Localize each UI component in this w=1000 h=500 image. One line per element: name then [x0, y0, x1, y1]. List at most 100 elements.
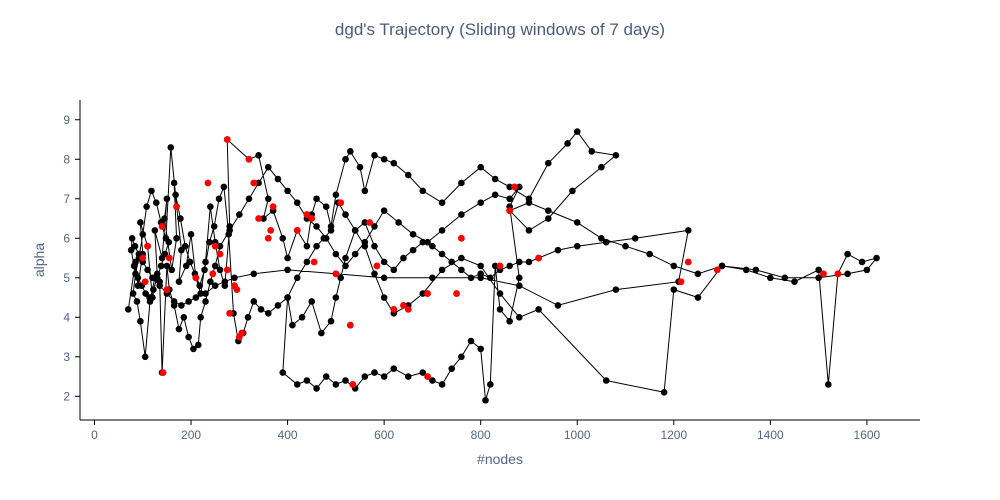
highlighted-point	[293, 226, 301, 234]
data-point	[220, 183, 228, 191]
data-point	[525, 258, 533, 266]
data-point	[491, 175, 499, 183]
data-point	[409, 231, 417, 238]
data-point	[231, 274, 238, 282]
data-point	[274, 175, 282, 183]
data-point	[824, 381, 832, 388]
highlighted-point	[245, 155, 253, 163]
data-point	[342, 254, 349, 262]
data-point	[293, 274, 301, 282]
data-point	[163, 195, 171, 203]
data-point	[148, 187, 155, 195]
data-point	[332, 250, 340, 258]
data-point	[419, 238, 427, 246]
highlighted-point	[308, 215, 316, 222]
data-point	[419, 187, 427, 195]
data-point	[516, 183, 523, 191]
highlighted-point	[424, 373, 431, 380]
data-point	[134, 274, 142, 282]
data-point	[168, 266, 176, 274]
data-point	[177, 215, 184, 222]
highlighted-point	[159, 369, 167, 376]
data-point	[342, 155, 349, 163]
data-point	[210, 223, 218, 230]
data-point	[438, 227, 446, 234]
data-point	[380, 207, 388, 214]
highlighted-point	[209, 270, 217, 278]
x-tick-label: 0	[91, 428, 98, 442]
highlighted-point	[424, 290, 431, 297]
highlighted-point	[400, 302, 407, 309]
data-point	[153, 274, 161, 282]
data-point	[487, 381, 494, 388]
highlighted-point	[713, 266, 721, 274]
data-point	[380, 155, 388, 163]
highlighted-point	[390, 305, 398, 313]
data-point	[327, 227, 335, 234]
highlighted-point	[226, 309, 234, 317]
data-point	[303, 242, 311, 250]
highlighted-point	[373, 262, 381, 270]
data-point	[313, 385, 320, 392]
data-point	[573, 128, 581, 135]
data-point	[202, 298, 209, 305]
highlighted-point	[233, 286, 241, 294]
data-point	[438, 381, 446, 388]
data-point	[477, 262, 484, 270]
data-point	[458, 266, 465, 274]
data-point	[506, 183, 513, 191]
data-point	[167, 144, 175, 151]
data-point	[141, 353, 149, 361]
data-point	[152, 199, 160, 207]
data-point	[742, 266, 750, 274]
x-axis-title: #nodes	[477, 451, 523, 467]
data-point	[506, 262, 513, 270]
data-point	[194, 341, 202, 349]
data-point	[361, 187, 369, 195]
x-tick-label: 600	[374, 428, 394, 442]
highlighted-points	[139, 136, 842, 388]
data-point	[380, 294, 388, 301]
data-point	[351, 250, 359, 258]
x-tick-label: 1600	[854, 428, 881, 442]
data-point	[694, 270, 702, 278]
data-point	[612, 286, 620, 293]
data-point	[320, 234, 328, 242]
data-point	[201, 266, 208, 274]
highlighted-point	[144, 242, 151, 250]
data-point	[612, 152, 620, 159]
data-point	[207, 203, 214, 210]
highlighted-point	[223, 266, 231, 274]
data-point	[180, 313, 188, 321]
data-point	[313, 223, 320, 230]
data-point	[250, 270, 258, 278]
data-point	[448, 365, 456, 372]
highlighted-point	[267, 226, 275, 234]
data-point	[192, 294, 200, 301]
data-point	[873, 254, 880, 262]
y-tick-label: 6	[63, 231, 70, 245]
data-point	[139, 231, 147, 238]
data-point	[279, 234, 287, 242]
data-point	[172, 191, 179, 199]
data-point	[554, 302, 562, 309]
highlighted-point	[684, 258, 692, 266]
highlighted-point	[511, 183, 518, 191]
data-point	[598, 234, 605, 242]
data-point	[660, 389, 668, 396]
data-point	[342, 262, 349, 270]
data-point	[264, 163, 272, 171]
data-point	[190, 345, 197, 353]
data-point	[371, 223, 378, 230]
data-point	[342, 211, 349, 218]
data-point	[128, 234, 136, 242]
data-point	[670, 262, 678, 270]
data-point	[544, 207, 552, 214]
highlighted-point	[192, 274, 200, 282]
data-point	[264, 195, 272, 203]
data-point	[150, 286, 157, 293]
data-point	[844, 270, 851, 278]
data-point	[424, 238, 431, 246]
data-point	[289, 321, 296, 329]
data-point	[211, 262, 219, 270]
